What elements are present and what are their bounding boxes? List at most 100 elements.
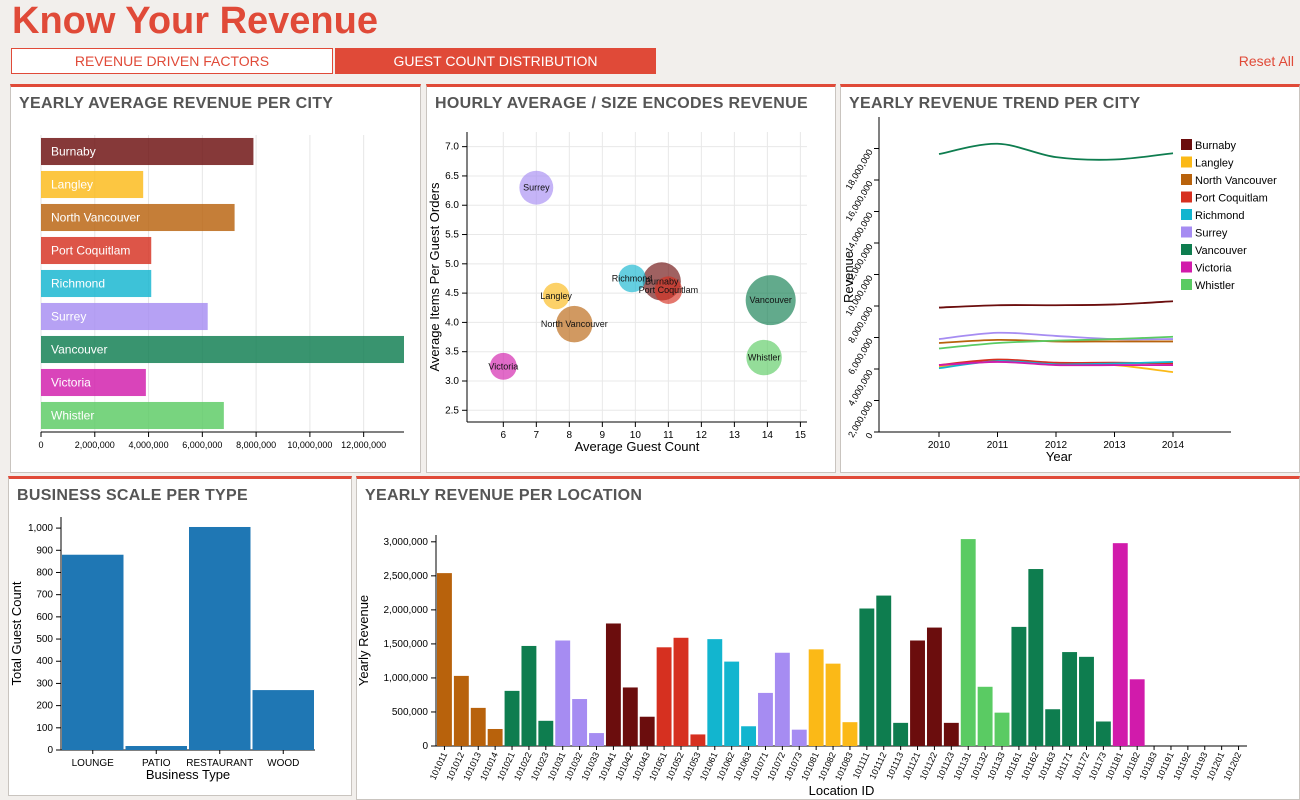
tab-guest-count-distribution[interactable]: GUEST COUNT DISTRIBUTION bbox=[335, 48, 656, 74]
y-tick-label: 4.5 bbox=[445, 288, 459, 299]
y-tick-label: 1,000 bbox=[28, 523, 53, 534]
x-tick-label: 15 bbox=[795, 430, 807, 441]
bar-label: Port Coquitlam bbox=[51, 244, 130, 258]
legend-label: Surrey bbox=[1195, 228, 1228, 240]
x-tick-label: 10 bbox=[630, 430, 642, 441]
y-tick-label: 500 bbox=[36, 634, 53, 645]
bar-label: Whistler bbox=[51, 409, 94, 423]
bar bbox=[41, 335, 404, 364]
bar bbox=[656, 647, 672, 746]
bar bbox=[41, 368, 146, 397]
tab-revenue-driven-factors[interactable]: REVENUE DRIVEN FACTORS bbox=[11, 48, 333, 74]
x-tick-label: 11 bbox=[663, 430, 674, 441]
bar bbox=[859, 608, 875, 746]
legend-label: Whistler bbox=[1195, 280, 1235, 292]
bubble bbox=[519, 170, 554, 205]
x-tick-label: 8 bbox=[567, 430, 573, 441]
bar-label: Burnaby bbox=[51, 145, 96, 159]
bar bbox=[639, 716, 655, 746]
legend-swatch bbox=[1181, 261, 1192, 273]
panel-title: YEARLY REVENUE TREND PER CITY bbox=[849, 95, 1141, 112]
page-title: Know Your Revenue bbox=[12, 0, 378, 42]
bar bbox=[555, 640, 571, 746]
revenue-trend-line-chart: 02,000,0004,000,0006,000,0008,000,00010,… bbox=[841, 117, 1277, 464]
bar-label: Surrey bbox=[51, 310, 86, 324]
panel-hourly-average: HOURLY AVERAGE / SIZE ENCODES REVENUE 6 7… bbox=[426, 84, 836, 473]
legend-swatch bbox=[1181, 226, 1192, 238]
bubble-label: Port Coquitlam bbox=[639, 285, 699, 295]
y-tick-label: 700 bbox=[36, 590, 53, 601]
legend-label: Victoria bbox=[1195, 263, 1232, 275]
panel-revenue-trend: YEARLY REVENUE TREND PER CITY 0 2,000,000… bbox=[840, 84, 1300, 473]
x-tick-label: 0 bbox=[38, 440, 43, 450]
x-axis-label: Business Type bbox=[146, 767, 230, 782]
y-tick-label: 300 bbox=[36, 678, 53, 689]
y-tick-label: 3.5 bbox=[445, 347, 459, 358]
y-tick-label: 7.0 bbox=[445, 142, 459, 153]
series-line bbox=[938, 331, 1174, 341]
x-tick-label: 2010 bbox=[928, 440, 951, 451]
y-tick-label: 200 bbox=[36, 701, 53, 712]
bar bbox=[943, 722, 959, 746]
x-tick-label: 13 bbox=[729, 430, 741, 441]
legend-swatch bbox=[1181, 139, 1192, 150]
bar bbox=[41, 269, 152, 298]
legend-label: Vancouver bbox=[1195, 245, 1247, 257]
bar bbox=[926, 627, 942, 746]
bar bbox=[572, 699, 588, 746]
bubble-label: Victoria bbox=[488, 361, 518, 371]
y-tick-label: 400 bbox=[36, 656, 53, 667]
bar bbox=[893, 722, 909, 746]
avg-revenue-bar-chart: 0 2,000,000 4,000,000 6,000,000 8,000,000 10,… bbox=[38, 135, 404, 450]
bar-label: North Vancouver bbox=[51, 211, 140, 225]
bar bbox=[622, 687, 638, 746]
bubble-label: North Vancouver bbox=[541, 319, 608, 329]
y-tick-label: 600 bbox=[36, 612, 53, 623]
y-tick-label: 0 bbox=[47, 745, 53, 756]
y-tick-label: 6.5 bbox=[445, 171, 459, 182]
panel-title: YEARLY REVENUE PER LOCATION bbox=[365, 487, 643, 504]
bar-label: Langley bbox=[51, 178, 93, 192]
legend-swatch bbox=[1181, 174, 1192, 185]
x-tick-label: PATIO bbox=[142, 758, 171, 769]
x-tick-label: 2012 bbox=[1045, 440, 1068, 451]
bar bbox=[690, 734, 706, 746]
bar bbox=[521, 645, 537, 746]
y-tick-label: 1,500,000 bbox=[384, 639, 429, 650]
bubble-label: Langley bbox=[540, 291, 572, 301]
bubble-label: Surrey bbox=[523, 183, 550, 193]
panel-title: BUSINESS SCALE PER TYPE bbox=[17, 487, 248, 504]
series-line bbox=[938, 142, 1174, 161]
bar bbox=[41, 401, 224, 430]
x-tick-label: WOOD bbox=[267, 758, 299, 769]
bar bbox=[724, 661, 740, 746]
bar bbox=[1045, 709, 1061, 746]
x-tick-label: 14 bbox=[762, 430, 774, 441]
series-line bbox=[938, 300, 1174, 309]
bubble bbox=[745, 275, 796, 326]
y-tick-label: 2.5 bbox=[445, 405, 459, 416]
bar bbox=[1129, 679, 1145, 746]
y-axis-label: Total Guest Count bbox=[9, 581, 24, 685]
bar-label: Richmond bbox=[51, 277, 105, 291]
legend-swatch bbox=[1181, 209, 1192, 220]
bar bbox=[605, 623, 621, 746]
bar bbox=[62, 554, 124, 750]
y-axis-label: Average Items Per Guest Orders bbox=[427, 182, 442, 372]
panel-revenue-per-location: YEARLY REVENUE PER LOCATION 0 500,000 1,00… bbox=[356, 476, 1300, 800]
bar bbox=[41, 170, 144, 199]
legend-swatch bbox=[1181, 244, 1192, 255]
y-tick-label: 5.5 bbox=[445, 230, 459, 241]
legend-label: Langley bbox=[1195, 158, 1234, 170]
y-tick-label: 500,000 bbox=[392, 707, 429, 718]
legend-label: Burnaby bbox=[1195, 140, 1236, 152]
reset-all-link[interactable]: Reset All bbox=[1238, 53, 1294, 69]
x-tick-label: 7 bbox=[534, 430, 540, 441]
x-axis-label: Location ID bbox=[809, 783, 875, 798]
bar bbox=[808, 649, 824, 746]
bar bbox=[470, 707, 486, 746]
bubble-label: Whistler bbox=[748, 353, 781, 363]
legend-swatch bbox=[1181, 156, 1192, 168]
x-tick-label: 2011 bbox=[987, 440, 1009, 451]
bar bbox=[589, 733, 604, 746]
